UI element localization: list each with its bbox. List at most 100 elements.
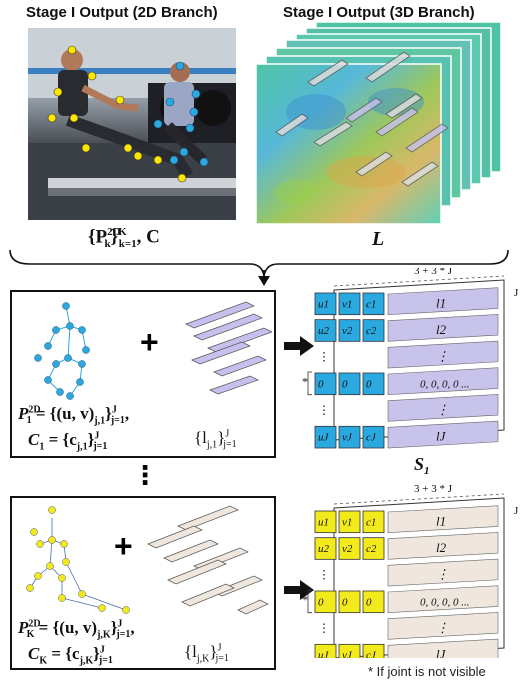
matrix-bracket xyxy=(307,589,312,614)
matrix-cell-label: 0 xyxy=(342,378,348,390)
strip-label: l1 xyxy=(436,295,446,310)
matrix-cell-label: uJ xyxy=(318,650,330,658)
footnote-text: * If joint is not visible xyxy=(368,664,486,679)
label-3d-outputs: L xyxy=(372,228,385,250)
matrix-strip xyxy=(387,394,499,422)
matrix-cell xyxy=(314,537,337,560)
matrix-cell-label: v2 xyxy=(342,325,353,337)
matrix-asterisk: * xyxy=(302,374,308,388)
conf-equation-k: CK = {cj,K}Jj=1 xyxy=(28,644,113,667)
matrix-ellipsis: ⋮ xyxy=(318,403,330,417)
matrix-cell-label: 0 xyxy=(342,596,348,608)
location-map-stack xyxy=(255,21,506,232)
matrix-cell-label: v1 xyxy=(342,516,352,528)
matrix-strip xyxy=(387,367,499,395)
sample-1-box: + P2D1 = {(u, v)j,1}Jj=1, C1 = {cj,1}Jj=… xyxy=(10,290,276,458)
matrix-cell xyxy=(362,372,385,396)
matrix-strip xyxy=(387,505,499,533)
matrix-cell-label: vJ xyxy=(342,650,353,658)
arrow-right-icon xyxy=(284,580,314,600)
matrix-asterisk: * xyxy=(302,592,308,606)
matrix-strip xyxy=(387,532,499,560)
matrix-width-line xyxy=(333,493,505,505)
skeleton-k xyxy=(26,506,130,614)
matrix-cell-label: v2 xyxy=(342,543,353,555)
matrix-cell xyxy=(362,319,385,342)
pose-equation-k: P2DK = {(u, v)j,K}Jj=1, xyxy=(18,618,135,641)
matrix-cell xyxy=(362,537,385,560)
matrix-strip xyxy=(387,558,499,587)
plus-sign-1: + xyxy=(140,324,159,360)
matrix-cell xyxy=(338,319,361,342)
plus-sign-k: + xyxy=(114,528,133,564)
continuation-dots: ⋮ xyxy=(132,460,158,490)
conf-equation-1: C1 = {cj,1}Jj=1 xyxy=(28,430,108,453)
matrix-width-label: 3 + 3 * J xyxy=(414,268,453,277)
matrix-cell xyxy=(314,590,337,614)
sample-k-box: + P2DK = {(u, v)j,K}Jj=1, CK = {cj,K}Jj=… xyxy=(10,496,276,670)
matrix-cell xyxy=(362,510,385,534)
strip-label: ⋮ xyxy=(436,402,449,417)
bone-bars-1 xyxy=(185,301,272,395)
matrix-cell-label: cJ xyxy=(366,650,377,658)
matrix-cell-label: c1 xyxy=(366,298,376,310)
matrix-cell xyxy=(338,425,361,449)
skeleton-1 xyxy=(34,302,90,400)
matrix-cell-label: v1 xyxy=(342,298,352,310)
matrix-cell xyxy=(314,643,337,658)
matrix-cell xyxy=(338,510,361,534)
matrix-cell-label: c2 xyxy=(366,325,377,337)
matrix-cell-label: 0 xyxy=(318,378,324,390)
matrix-strip xyxy=(387,340,499,369)
matrix-cell-label: cJ xyxy=(366,432,377,444)
matrix-cell xyxy=(314,425,337,449)
length-set-1: {lj,1}Jj=1 xyxy=(194,428,237,451)
matrix-cell xyxy=(314,319,337,342)
title-3d-branch: Stage I Output (3D Branch) xyxy=(283,4,475,21)
strip-label: lJ xyxy=(436,429,447,444)
matrix-cell xyxy=(338,292,361,316)
matrix-strip xyxy=(387,612,499,640)
matrix-width-label: 3 + 3 * J xyxy=(414,483,453,495)
matrix-bracket xyxy=(307,371,312,396)
matrix-cell-label: 0 xyxy=(366,596,372,608)
matrix-cell-label: u1 xyxy=(318,516,329,528)
title-2d-branch: Stage I Output (2D Branch) xyxy=(26,4,218,21)
strip-label: l1 xyxy=(436,513,446,528)
matrix-strip xyxy=(387,585,499,613)
matrix-cell xyxy=(338,590,361,614)
matrix-strip xyxy=(387,287,499,315)
merge-brace xyxy=(9,249,509,286)
matrix-cell xyxy=(362,292,385,316)
matrix-ellipsis: ⋮ xyxy=(318,568,330,582)
matrix-cell-label: c1 xyxy=(366,516,376,528)
matrix-cell-label: u1 xyxy=(318,298,329,310)
matrix-cell-label: 0 xyxy=(318,596,324,608)
matrix-cell-label: u2 xyxy=(318,325,330,337)
matrices-figure: l1 u1 v1 c1 l2 u2 v2 c2 ⋮ ⋮ 0, 0, 0, 0 ... 0 0 0 ⋮ ⋮ lJ u… xyxy=(302,268,519,658)
strip-label: ⋮ xyxy=(436,349,449,364)
matrix-cell xyxy=(338,372,361,396)
strip-label: ⋮ xyxy=(436,620,449,635)
strip-label: l2 xyxy=(436,322,447,337)
matrix-ellipsis: ⋮ xyxy=(318,350,330,364)
down-arrow-icon xyxy=(258,276,270,286)
matrix-cell xyxy=(362,590,385,614)
matrix-cell xyxy=(314,292,337,316)
matrix-cell xyxy=(362,425,385,449)
strip-label: ⋮ xyxy=(436,567,449,582)
strip-label: l2 xyxy=(436,540,447,555)
matrix-height-label: J xyxy=(514,505,519,517)
matrix-cell xyxy=(314,372,337,396)
pose-equation-1: P2D1 = {(u, v)j,1}Jj=1, xyxy=(18,404,130,427)
matrix-cell-label: vJ xyxy=(342,432,353,444)
strip-label: 0, 0, 0, 0 ... xyxy=(420,596,470,608)
matrix-ellipsis: ⋮ xyxy=(318,621,330,635)
arrow-right-icon xyxy=(284,336,314,356)
matrix-strip xyxy=(387,638,499,658)
matrix-cell xyxy=(338,537,361,560)
matrix-cell-label: u2 xyxy=(318,543,330,555)
matrix-cell xyxy=(338,643,361,658)
strip-label: lJ xyxy=(436,647,447,658)
bone-bars-k xyxy=(147,505,269,615)
